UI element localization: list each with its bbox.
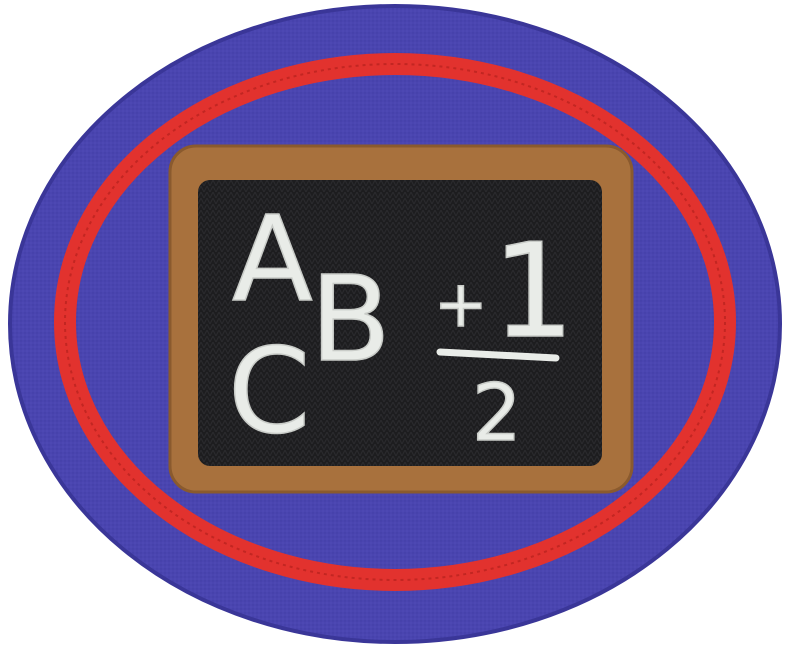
- chalkboard: [198, 180, 602, 466]
- math-plus: +: [434, 268, 488, 342]
- fraction-bar: [436, 348, 560, 362]
- letter-c: C: [228, 322, 310, 460]
- math-one: 1: [492, 215, 575, 367]
- letter-a: A: [232, 190, 313, 328]
- math-two: 2: [472, 369, 522, 459]
- letter-b: B: [310, 250, 391, 388]
